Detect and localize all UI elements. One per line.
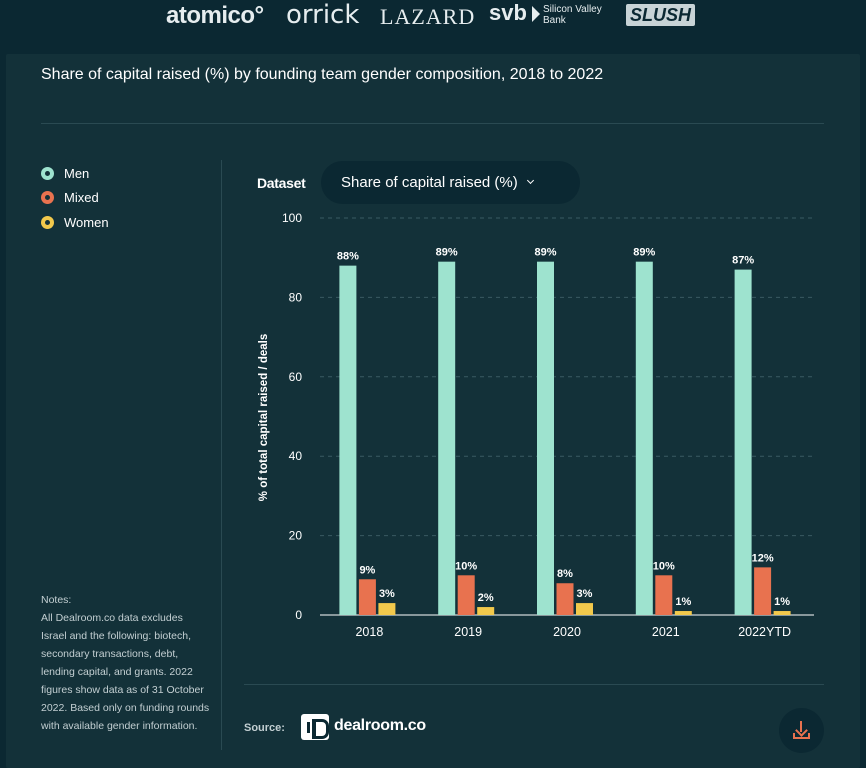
bar-women-2019 bbox=[477, 607, 495, 615]
notes: Notes: All Dealroom.co data excludes Isr… bbox=[41, 591, 211, 735]
chart-title: Share of capital raised (%) by founding … bbox=[41, 66, 604, 83]
data-label: 9% bbox=[359, 564, 375, 576]
bar-mixed-2020 bbox=[556, 583, 574, 615]
y-tick-label: 0 bbox=[295, 608, 302, 622]
bar-mixed-2021 bbox=[655, 575, 673, 615]
bar-men-2018 bbox=[339, 265, 357, 615]
data-label: 10% bbox=[653, 560, 675, 572]
svb-logo-subtitle: Silicon Valley Bank bbox=[543, 4, 602, 26]
atomico-logo: atomico° bbox=[166, 2, 264, 29]
download-icon bbox=[800, 721, 802, 732]
download-icon-tray bbox=[793, 733, 810, 739]
legend-dot-mixed-icon bbox=[41, 191, 54, 205]
y-tick-label: 20 bbox=[289, 529, 303, 543]
data-label: 1% bbox=[774, 596, 790, 608]
legend-label: Mixed bbox=[64, 190, 99, 206]
source-label: Source: bbox=[244, 722, 285, 734]
dataset-label: Dataset bbox=[257, 175, 306, 191]
chart-legend: Men Mixed Women bbox=[41, 161, 109, 235]
data-label: 89% bbox=[534, 247, 556, 259]
dataset-dropdown[interactable]: Share of capital raised (%) bbox=[321, 161, 580, 204]
partner-logo-bar: atomico° orrick LAZARD svb Silicon Valle… bbox=[0, 0, 866, 54]
lazard-logo: LAZARD bbox=[380, 4, 476, 29]
bar-women-2020 bbox=[576, 603, 593, 615]
legend-item-men[interactable]: Men bbox=[41, 161, 109, 186]
y-tick-label: 40 bbox=[289, 449, 303, 463]
bar-mixed-2019 bbox=[457, 575, 475, 615]
data-label: 3% bbox=[379, 588, 395, 600]
data-label: 12% bbox=[752, 552, 774, 564]
bar-mixed-2022YTD bbox=[754, 567, 772, 615]
data-label: 10% bbox=[455, 560, 477, 572]
bar-men-2019 bbox=[438, 261, 456, 615]
y-tick-label: 60 bbox=[289, 370, 303, 384]
divider-bottom bbox=[244, 684, 824, 685]
legend-item-mixed[interactable]: Mixed bbox=[41, 186, 109, 211]
legend-dot-women-icon bbox=[41, 215, 54, 229]
bar-women-2018 bbox=[378, 603, 396, 615]
bar-women-2021 bbox=[674, 611, 692, 615]
bar-men-2020 bbox=[537, 261, 554, 615]
notes-body: All Dealroom.co data excludes Israel and… bbox=[41, 612, 210, 732]
data-label: 89% bbox=[633, 247, 655, 259]
chevron-down-icon bbox=[526, 176, 534, 185]
x-tick-label: 2022YTD bbox=[738, 625, 791, 639]
orrick-logo: orrick bbox=[286, 0, 360, 30]
download-button[interactable] bbox=[779, 708, 824, 753]
svb-logo: svb bbox=[489, 0, 527, 25]
slush-logo: SLUSH bbox=[626, 4, 696, 26]
svb-arrow-icon bbox=[532, 6, 540, 22]
x-tick-label: 2020 bbox=[553, 625, 581, 639]
data-label: 8% bbox=[557, 568, 573, 580]
y-axis-label: % of total capital raised / deals bbox=[258, 334, 270, 501]
data-label: 2% bbox=[478, 592, 494, 604]
bar-men-2021 bbox=[635, 261, 653, 615]
legend-dot-men-icon bbox=[41, 166, 54, 180]
data-label: 3% bbox=[577, 588, 593, 600]
divider-top bbox=[41, 123, 824, 124]
bar-women-2022YTD bbox=[773, 611, 791, 615]
y-tick-label: 80 bbox=[289, 290, 303, 304]
data-label: 87% bbox=[732, 255, 754, 267]
data-label: 89% bbox=[436, 247, 458, 259]
data-label: 1% bbox=[675, 596, 691, 608]
dataset-selected-value: Share of capital raised (%) bbox=[341, 174, 518, 191]
dealroom-logo-icon[interactable] bbox=[301, 714, 329, 740]
x-tick-label: 2019 bbox=[454, 625, 482, 639]
x-tick-label: 2021 bbox=[652, 625, 680, 639]
legend-item-women[interactable]: Women bbox=[41, 210, 109, 235]
divider-vertical bbox=[221, 160, 222, 750]
data-label: 88% bbox=[337, 251, 359, 263]
legend-label: Women bbox=[64, 214, 109, 230]
bar-men-2022YTD bbox=[734, 269, 752, 615]
bar-mixed-2018 bbox=[358, 579, 376, 615]
x-tick-label: 2018 bbox=[355, 625, 383, 639]
dealroom-brand[interactable]: dealroom.co bbox=[334, 717, 426, 734]
y-tick-label: 100 bbox=[282, 211, 302, 225]
notes-heading: Notes: bbox=[41, 594, 72, 606]
bar-chart: 0 20 40 60 80 100 % of total capital raised / … bbox=[258, 211, 814, 639]
legend-label: Men bbox=[64, 165, 90, 181]
